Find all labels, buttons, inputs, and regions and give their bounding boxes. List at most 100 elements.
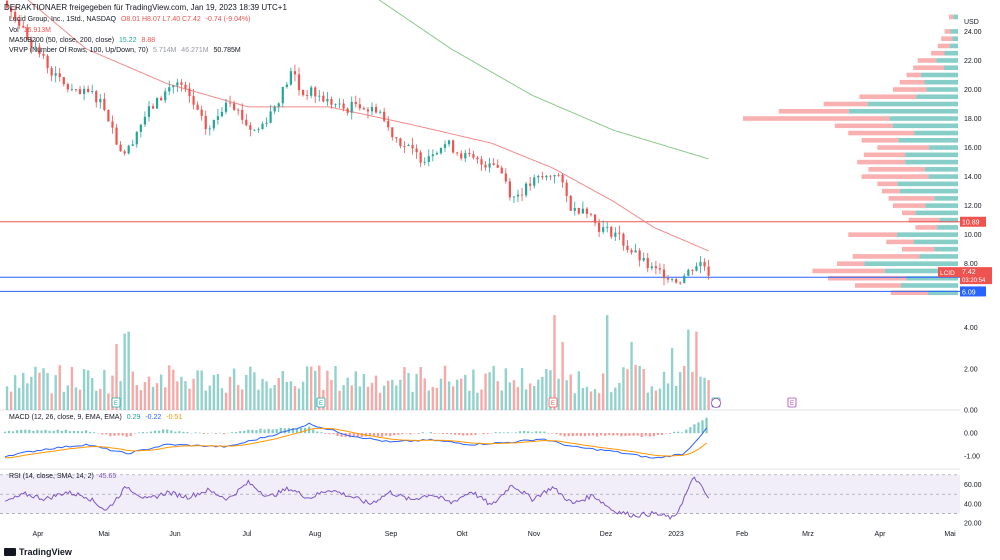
candle-body [301,89,305,96]
candle-body [585,208,589,214]
macd-histogram-bar [263,429,266,434]
volume-bar [115,344,118,410]
vrvp-row-down [886,239,914,245]
split-event-icon [711,398,721,408]
vrvp-row-down [944,29,951,34]
macd-histogram-bar [385,433,388,436]
candle-body [293,71,297,75]
legend-vrvp-label[interactable]: VRVP (Number Of Rows, 100, Up/Down, 70) [9,47,149,54]
symbol-tag-bg [938,267,960,278]
candle-body [435,152,438,155]
vrvp-row-up [926,87,958,92]
macd-histogram-bar [72,430,76,434]
price-tick-label: 18.00 [964,116,982,123]
candle-body [257,129,260,131]
vrvp-row-up [950,29,958,34]
candle-body [123,151,126,154]
macd-histogram-bar [162,429,165,434]
candle-body [155,97,159,109]
candle-body [379,111,382,113]
volume-bar [135,385,138,410]
candle-body [237,109,240,111]
time-axis-label: Apr [875,531,887,538]
legend-macd-value-1: 0.29 [126,414,141,421]
volume-bar [50,393,53,410]
volume-bar [155,383,159,410]
candle-body [350,101,353,113]
macd-histogram-bar [417,433,420,434]
volume-bar [358,386,362,410]
macd-histogram-bar [145,432,149,434]
macd-tick-label: -1.00 [964,454,980,461]
macd-histogram-bar [85,430,88,434]
volume-bar [399,379,402,410]
candle-body [443,144,447,148]
legend-symbol[interactable]: Lucid Group, Inc., 1Std., NASDAQ [9,16,116,23]
vrvp-row-up [949,43,958,49]
macd-histogram-bar [409,433,412,435]
macd-histogram-bar [295,428,299,434]
macd-histogram-bar [12,431,15,434]
legend-ma-row: MA50B200 (50, close, 200, close) 15.22 8… [9,37,158,44]
volume-bar [687,329,690,410]
candle-body [9,7,13,12]
volume-bar [411,391,414,410]
macd-histogram-bar [514,432,518,434]
legend-rsi-label[interactable]: RSI (14, close, SMA, 14, 2) [9,473,94,480]
candle-body [297,74,301,90]
macd-histogram-bar [372,433,376,437]
macd-histogram-bar [433,433,436,434]
volume-bar [103,369,106,410]
candle-body [151,106,155,109]
volume-bar [670,348,674,410]
earnings-marker-label: E [114,401,118,407]
macd-histogram-bar [539,431,542,434]
candle-body [662,269,666,279]
time-axis-label: Jul [243,531,252,538]
candle-body [476,157,479,160]
volume-bar [468,390,471,410]
macd-histogram-bar [600,433,603,436]
macd-histogram-bar [20,429,23,434]
candle-body [695,266,698,271]
vrvp-row-up [919,254,958,259]
legend-ma-label[interactable]: MA50B200 (50, close, 200, close) [9,37,115,44]
macd-histogram-bar [494,432,497,434]
macd-histogram-bar [397,433,400,435]
macd-histogram-bar [68,431,71,434]
legend-macd-label[interactable]: MACD (12, 26, close, 9, EMA, EMA) [9,414,122,421]
candle-body [34,46,37,48]
volume-bar [662,371,666,410]
candle-body [707,266,710,276]
candle-body [666,278,670,280]
candle-body [273,106,276,112]
macd-histogram-bar [360,433,363,438]
candle-body [439,147,443,153]
volume-bar [480,389,483,410]
candle-body [249,125,252,130]
candle-body [139,124,142,132]
candle-body [362,108,365,110]
vrvp-row-up [897,181,958,187]
time-axis-label: Apr [33,531,45,538]
vrvp-row-down [937,43,950,49]
legend-volume-label[interactable]: Vol [9,27,19,34]
volume-bar [395,385,398,410]
macd-histogram-bar [583,433,587,437]
vrvp-row-up [936,58,958,63]
macd-histogram-bar [239,431,242,434]
candle-body [208,128,211,130]
candle-body [87,88,90,92]
vrvp-row-up [899,188,958,194]
time-axis-label: Dez [600,531,613,538]
candle-body [431,154,434,157]
candle-body [464,153,467,159]
volume-bar [585,386,589,410]
candle-body [220,111,224,117]
vrvp-row-down [902,210,916,216]
macd-histogram-bar [89,432,92,434]
vrvp-row-up [867,101,958,107]
tradingview-logo[interactable]: TradingView [4,547,72,557]
macd-tick-label: 0.00 [964,431,978,438]
